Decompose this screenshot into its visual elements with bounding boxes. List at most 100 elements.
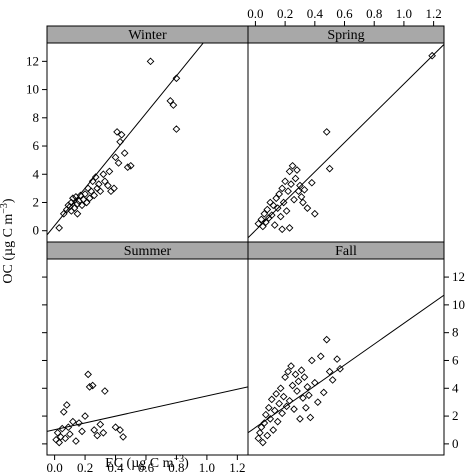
data-point-spring-20 (285, 167, 294, 176)
data-point-winter-22 (90, 191, 99, 200)
data-point-summer-8 (64, 423, 73, 432)
y-tick-label-left-5: 10 (26, 82, 39, 97)
fit-line-summer (47, 386, 248, 432)
x-tick-label-bottom-5: 1.0 (199, 460, 215, 474)
y-tick-label-right-3: 6 (452, 352, 459, 367)
data-point-spring-31 (303, 204, 312, 212)
y-tick-label-right-0: 0 (452, 436, 459, 451)
x-tick-label-bottom-1: 0.2 (77, 460, 93, 474)
data-point-spring-30 (300, 185, 309, 194)
data-point-spring-18 (282, 207, 291, 215)
data-point-spring-27 (296, 181, 304, 190)
x-tick-label-top-3: 0.6 (336, 6, 353, 21)
panel-summer: Summer (46, 241, 249, 456)
data-point-winter-7 (69, 194, 77, 203)
data-point-winter-42 (166, 97, 175, 105)
data-point-fall-17 (279, 392, 288, 401)
data-point-summer-15 (84, 370, 92, 379)
data-point-winter-8 (70, 204, 79, 212)
x-tick-label-top-0: 0.0 (247, 6, 263, 21)
x-tick-label-top-2: 0.4 (307, 6, 324, 21)
data-point-summer-1 (53, 428, 62, 437)
data-point-fall-28 (296, 415, 304, 423)
x-tick-label-bottom-2: 0.4 (107, 460, 124, 474)
data-point-winter-37 (117, 130, 126, 139)
data-point-fall-32 (302, 403, 310, 412)
data-point-fall-43 (328, 376, 337, 384)
panel-border-fall (247, 241, 445, 456)
data-point-fall-45 (336, 364, 344, 373)
y-axis-title: OC (µg C m−3) (0, 198, 16, 284)
data-point-winter-25 (94, 180, 103, 188)
x-tick-label-bottom-3: 0.6 (138, 460, 155, 474)
strip-label-summer: Summer (124, 244, 172, 259)
data-point-fall-3 (259, 438, 267, 447)
data-point-fall-34 (305, 391, 313, 400)
data-point-winter-43 (169, 101, 178, 109)
strip-label-spring: Spring (327, 28, 364, 43)
data-point-winter-23 (91, 173, 100, 181)
x-tick-label-bottom-6: 1.2 (229, 460, 245, 474)
data-point-spring-14 (276, 212, 285, 221)
data-point-winter-19 (85, 194, 94, 203)
data-point-winter-10 (73, 200, 82, 208)
data-point-winter-41 (146, 57, 155, 66)
data-point-fall-20 (284, 367, 292, 376)
data-point-fall-31 (300, 373, 309, 381)
data-point-summer-10 (69, 417, 77, 426)
data-point-summer-17 (88, 381, 97, 390)
data-point-winter-29 (104, 181, 112, 190)
data-point-fall-12 (272, 390, 281, 398)
data-point-winter-20 (87, 187, 95, 196)
data-point-spring-33 (310, 209, 319, 218)
data-point-spring-10 (270, 221, 279, 229)
data-point-winter-40 (126, 161, 135, 170)
data-point-spring-28 (297, 193, 306, 201)
data-point-summer-22 (101, 387, 109, 395)
data-point-summer-19 (93, 431, 102, 440)
data-point-summer-18 (90, 426, 99, 434)
x-tick-label-bottom-0: 0.0 (46, 460, 62, 474)
data-point-summer-14 (81, 412, 89, 420)
data-point-summer-25 (119, 433, 127, 441)
y-tick-label-right-5: 10 (452, 297, 465, 312)
data-point-winter-33 (111, 153, 120, 162)
panel-fall: Fall (247, 241, 445, 456)
data-point-spring-29 (299, 198, 307, 207)
data-point-winter-17 (82, 198, 91, 207)
x-tick-label-top-4: 0.8 (366, 6, 382, 21)
data-point-fall-14 (275, 399, 284, 408)
data-point-winter-35 (114, 159, 123, 167)
data-point-fall-33 (303, 383, 312, 391)
data-point-spring-11 (272, 194, 281, 203)
data-point-fall-35 (306, 413, 315, 422)
data-point-summer-7 (62, 401, 71, 409)
data-point-spring-12 (273, 204, 282, 212)
data-point-spring-13 (275, 190, 284, 198)
data-point-fall-2 (257, 423, 266, 432)
data-point-summer-6 (61, 434, 70, 443)
data-point-summer-20 (96, 420, 105, 429)
y-tick-label-left-1: 2 (33, 194, 40, 209)
data-point-summer-5 (59, 408, 68, 416)
data-point-spring-21 (287, 180, 295, 188)
y-tick-label-right-6: 12 (452, 269, 465, 284)
y-tick-label-left-4: 8 (33, 110, 40, 125)
data-point-fall-37 (310, 378, 319, 387)
data-point-winter-32 (110, 184, 118, 193)
data-point-summer-12 (75, 419, 83, 427)
panel-spring: Spring (247, 25, 445, 243)
data-point-fall-1 (256, 428, 264, 437)
data-point-summer-16 (85, 383, 94, 391)
data-point-spring-15 (278, 184, 286, 193)
data-point-winter-34 (113, 128, 121, 136)
data-point-summer-4 (58, 424, 67, 433)
data-point-winter-28 (101, 177, 109, 186)
data-point-fall-15 (276, 384, 285, 393)
x-tick-label-top-1: 0.2 (277, 6, 293, 21)
data-point-spring-32 (308, 178, 316, 187)
data-point-summer-24 (116, 426, 124, 434)
panel-border-summer (46, 241, 249, 456)
data-point-fall-27 (294, 377, 303, 386)
